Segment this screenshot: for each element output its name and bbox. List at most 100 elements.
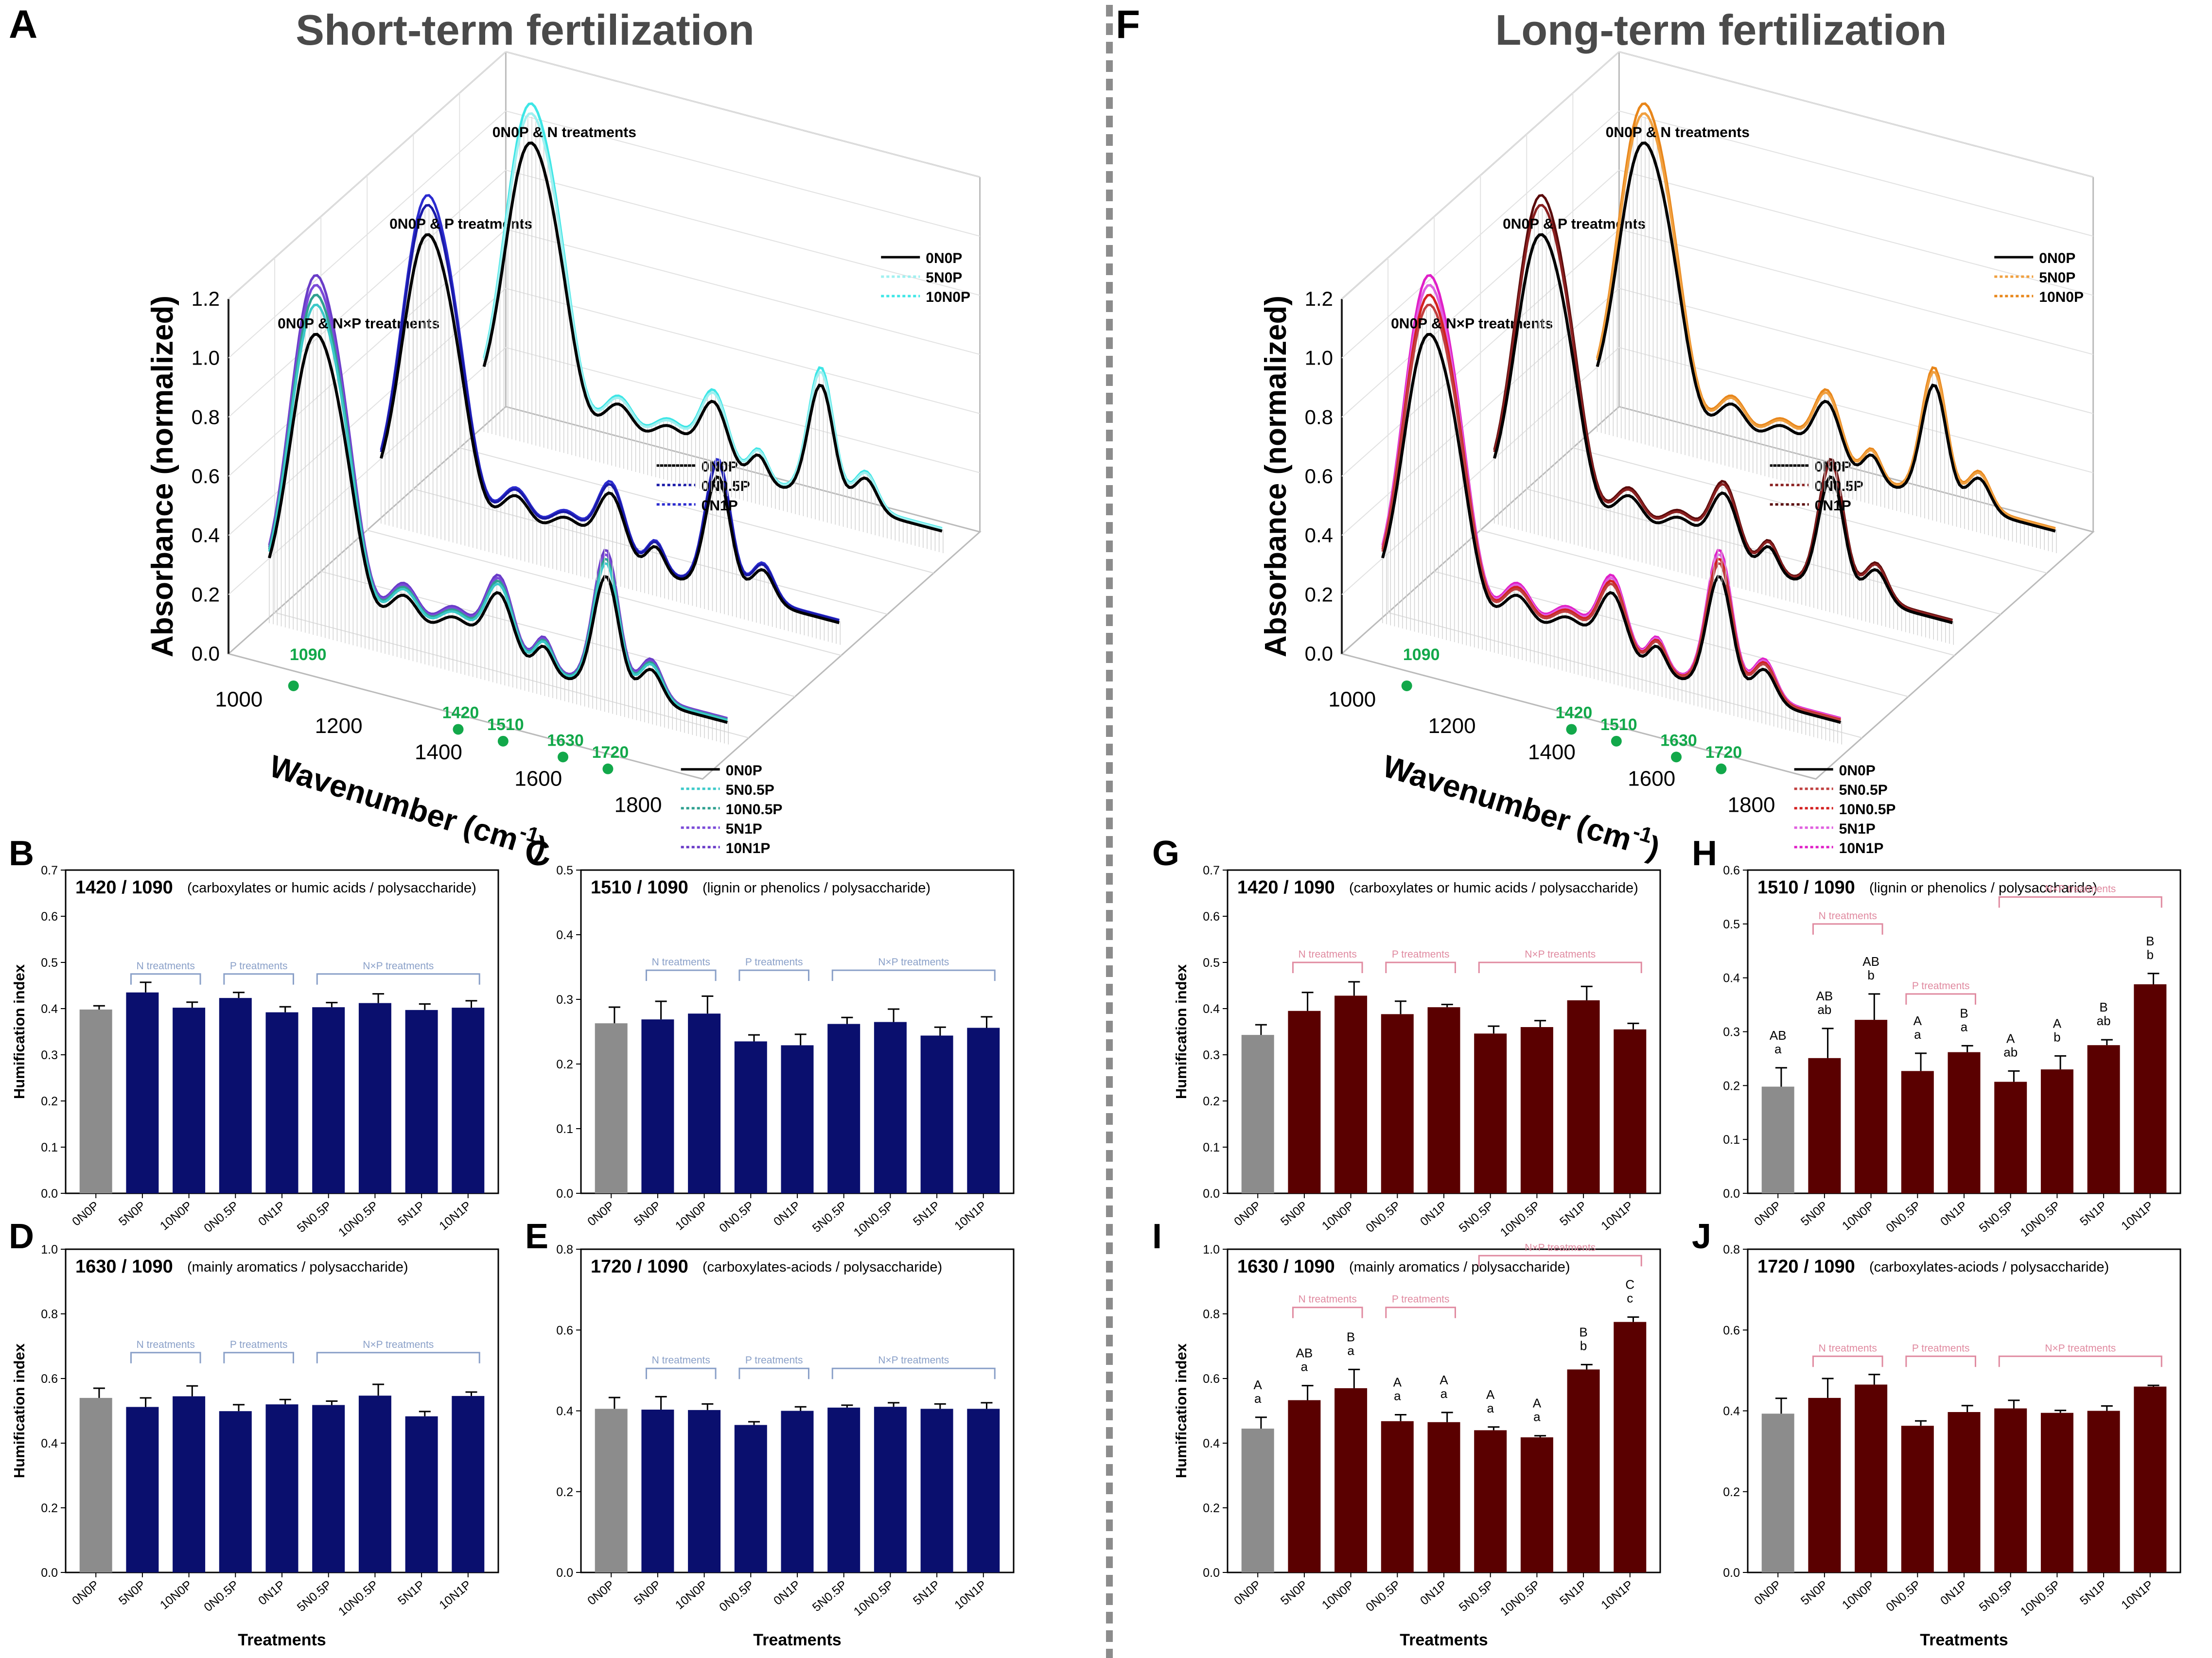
y-tick-label: 0.8 [41, 1308, 58, 1321]
bar [1520, 1027, 1553, 1193]
y-tick-label: 0.0 [1203, 1566, 1220, 1580]
floor-gridline [459, 447, 934, 574]
marker-dot [1566, 724, 1577, 735]
treatment-bracket-label: P treatments [1912, 980, 1970, 992]
y-tick-label: 0.8 [192, 405, 220, 428]
treatment-bracket-label: P treatments [745, 1355, 803, 1366]
treatment-bracket-label: P treatments [230, 1339, 288, 1350]
spectra-group: 0N0P & N treatments 0N0P 5N0P 10N0P [482, 102, 970, 553]
y-tick-label: 0.8 [1203, 1308, 1220, 1321]
treatment-bracket [1292, 1307, 1363, 1318]
legend-label: 10N0.5P [1839, 802, 1896, 818]
bar [641, 1019, 674, 1193]
x-tick-label: 1200 [1428, 714, 1476, 738]
panel-letter: B [9, 834, 34, 873]
y-tick-label: 0.4 [1305, 524, 1333, 547]
y-tick-label: 0.0 [1305, 642, 1333, 665]
marker-dot [1671, 751, 1682, 763]
bar-panel-B: B 1420 / 1090 (carboxylates or humic acids… [9, 834, 499, 1239]
y-tick-label: 0.2 [41, 1501, 58, 1515]
y-tick-label: 0.2 [1305, 583, 1333, 606]
y-tick-label: 0.2 [556, 1058, 573, 1071]
treatment-bracket-label: N×P treatments [363, 960, 434, 972]
treatment-bracket [130, 973, 201, 985]
y-tick-label: 0.0 [1203, 1187, 1220, 1201]
panel-letter: G [1152, 834, 1179, 873]
y-tick-label: 0.7 [1203, 864, 1220, 877]
y-axis-label: Absorbance (normalized) [1259, 296, 1293, 657]
bar [595, 1409, 628, 1572]
floor-gridline [274, 612, 749, 738]
treatment-bracket [1478, 1255, 1642, 1267]
wall-gridline [228, 228, 507, 477]
bar [734, 1425, 767, 1572]
significance-upper: C [1625, 1277, 1634, 1292]
significance-upper: A [1254, 1378, 1263, 1392]
treatment-bracket-label: N treatments [1299, 949, 1357, 960]
bar [781, 1411, 814, 1572]
significance-upper: A [1533, 1396, 1542, 1411]
treatment-bracket [1905, 993, 1976, 1005]
wall-gridline [506, 288, 980, 414]
chart-title: 1720 / 1090 [591, 1257, 688, 1277]
significance-upper: B [2099, 1000, 2107, 1014]
y-tick-label: 0.6 [1305, 465, 1333, 488]
marker-dot [1611, 735, 1622, 747]
treatment-bracket [645, 969, 717, 981]
chart-subtitle: (carboxylates-aciods / polysaccharide) [702, 1259, 942, 1275]
bar [312, 1007, 345, 1193]
legend-label: 5N0.5P [1839, 782, 1888, 798]
wall-gridline [506, 51, 980, 178]
floor-gridline [1573, 447, 2047, 574]
treatment-bracket [1385, 1307, 1456, 1318]
bar [920, 1409, 953, 1572]
marker-label: 1420 [442, 703, 479, 722]
bar [595, 1023, 628, 1193]
y-tick-label: 0.6 [1723, 864, 1740, 877]
significance-lower: a [1914, 1027, 1921, 1042]
bar [312, 1405, 345, 1572]
spectrum-line [380, 204, 840, 622]
bar [827, 1024, 860, 1193]
group-label: 0N0P & N×P treatments [278, 315, 439, 332]
treatment-bracket-label: N×P treatments [878, 957, 949, 968]
panel-title: Short-term fertilization [296, 6, 755, 54]
treatment-bracket-label: P treatments [1392, 949, 1450, 960]
bar [219, 1411, 252, 1572]
treatment-bracket [738, 969, 809, 981]
wall-gridline [228, 110, 507, 359]
bar [1474, 1033, 1507, 1193]
spectrum-line [268, 332, 728, 724]
y-tick-label: 0.6 [41, 910, 58, 924]
wall-gridline [506, 347, 980, 473]
y-tick-label: 0.0 [556, 1187, 573, 1201]
wall-gridline [1619, 228, 2093, 355]
x-tick-label: 1000 [215, 688, 263, 712]
treatment-bracket [316, 1352, 480, 1363]
legend-label: 0N0P [2039, 250, 2075, 266]
spectra-group: 0N0P & N×P treatments 0N0P 5N0.5P 10N0.5P 5N… [268, 274, 783, 856]
y-tick-label: 0.4 [1203, 1002, 1220, 1016]
y-tick-label: 0.2 [556, 1485, 573, 1499]
bar [79, 1009, 112, 1193]
legend-label: 5N0P [926, 270, 962, 286]
bar [874, 1022, 907, 1193]
x-axis-label: Treatments [1920, 1631, 2008, 1649]
treatment-bracket [1478, 961, 1642, 973]
floor-gridline [1387, 612, 1862, 738]
wall-gridline [506, 110, 980, 237]
wall-gridline [228, 51, 507, 299]
y-tick-label: 1.0 [192, 347, 220, 369]
marker-dot [602, 763, 614, 774]
bar [405, 1010, 438, 1193]
panel-title: Long-term fertilization [1495, 6, 1947, 54]
legend-label: 10N0.5P [726, 802, 783, 818]
significance-lower: a [1301, 1360, 1308, 1374]
y-tick-label: 0.2 [1723, 1485, 1740, 1499]
marker-dot [497, 735, 509, 747]
wall-gridline [1341, 110, 1620, 359]
y-tick-label: 0.5 [556, 864, 573, 877]
treatment-bracket-label: N×P treatments [1525, 949, 1596, 960]
y-tick-label: 0.3 [1723, 1026, 1740, 1039]
bar [1855, 1384, 1888, 1572]
